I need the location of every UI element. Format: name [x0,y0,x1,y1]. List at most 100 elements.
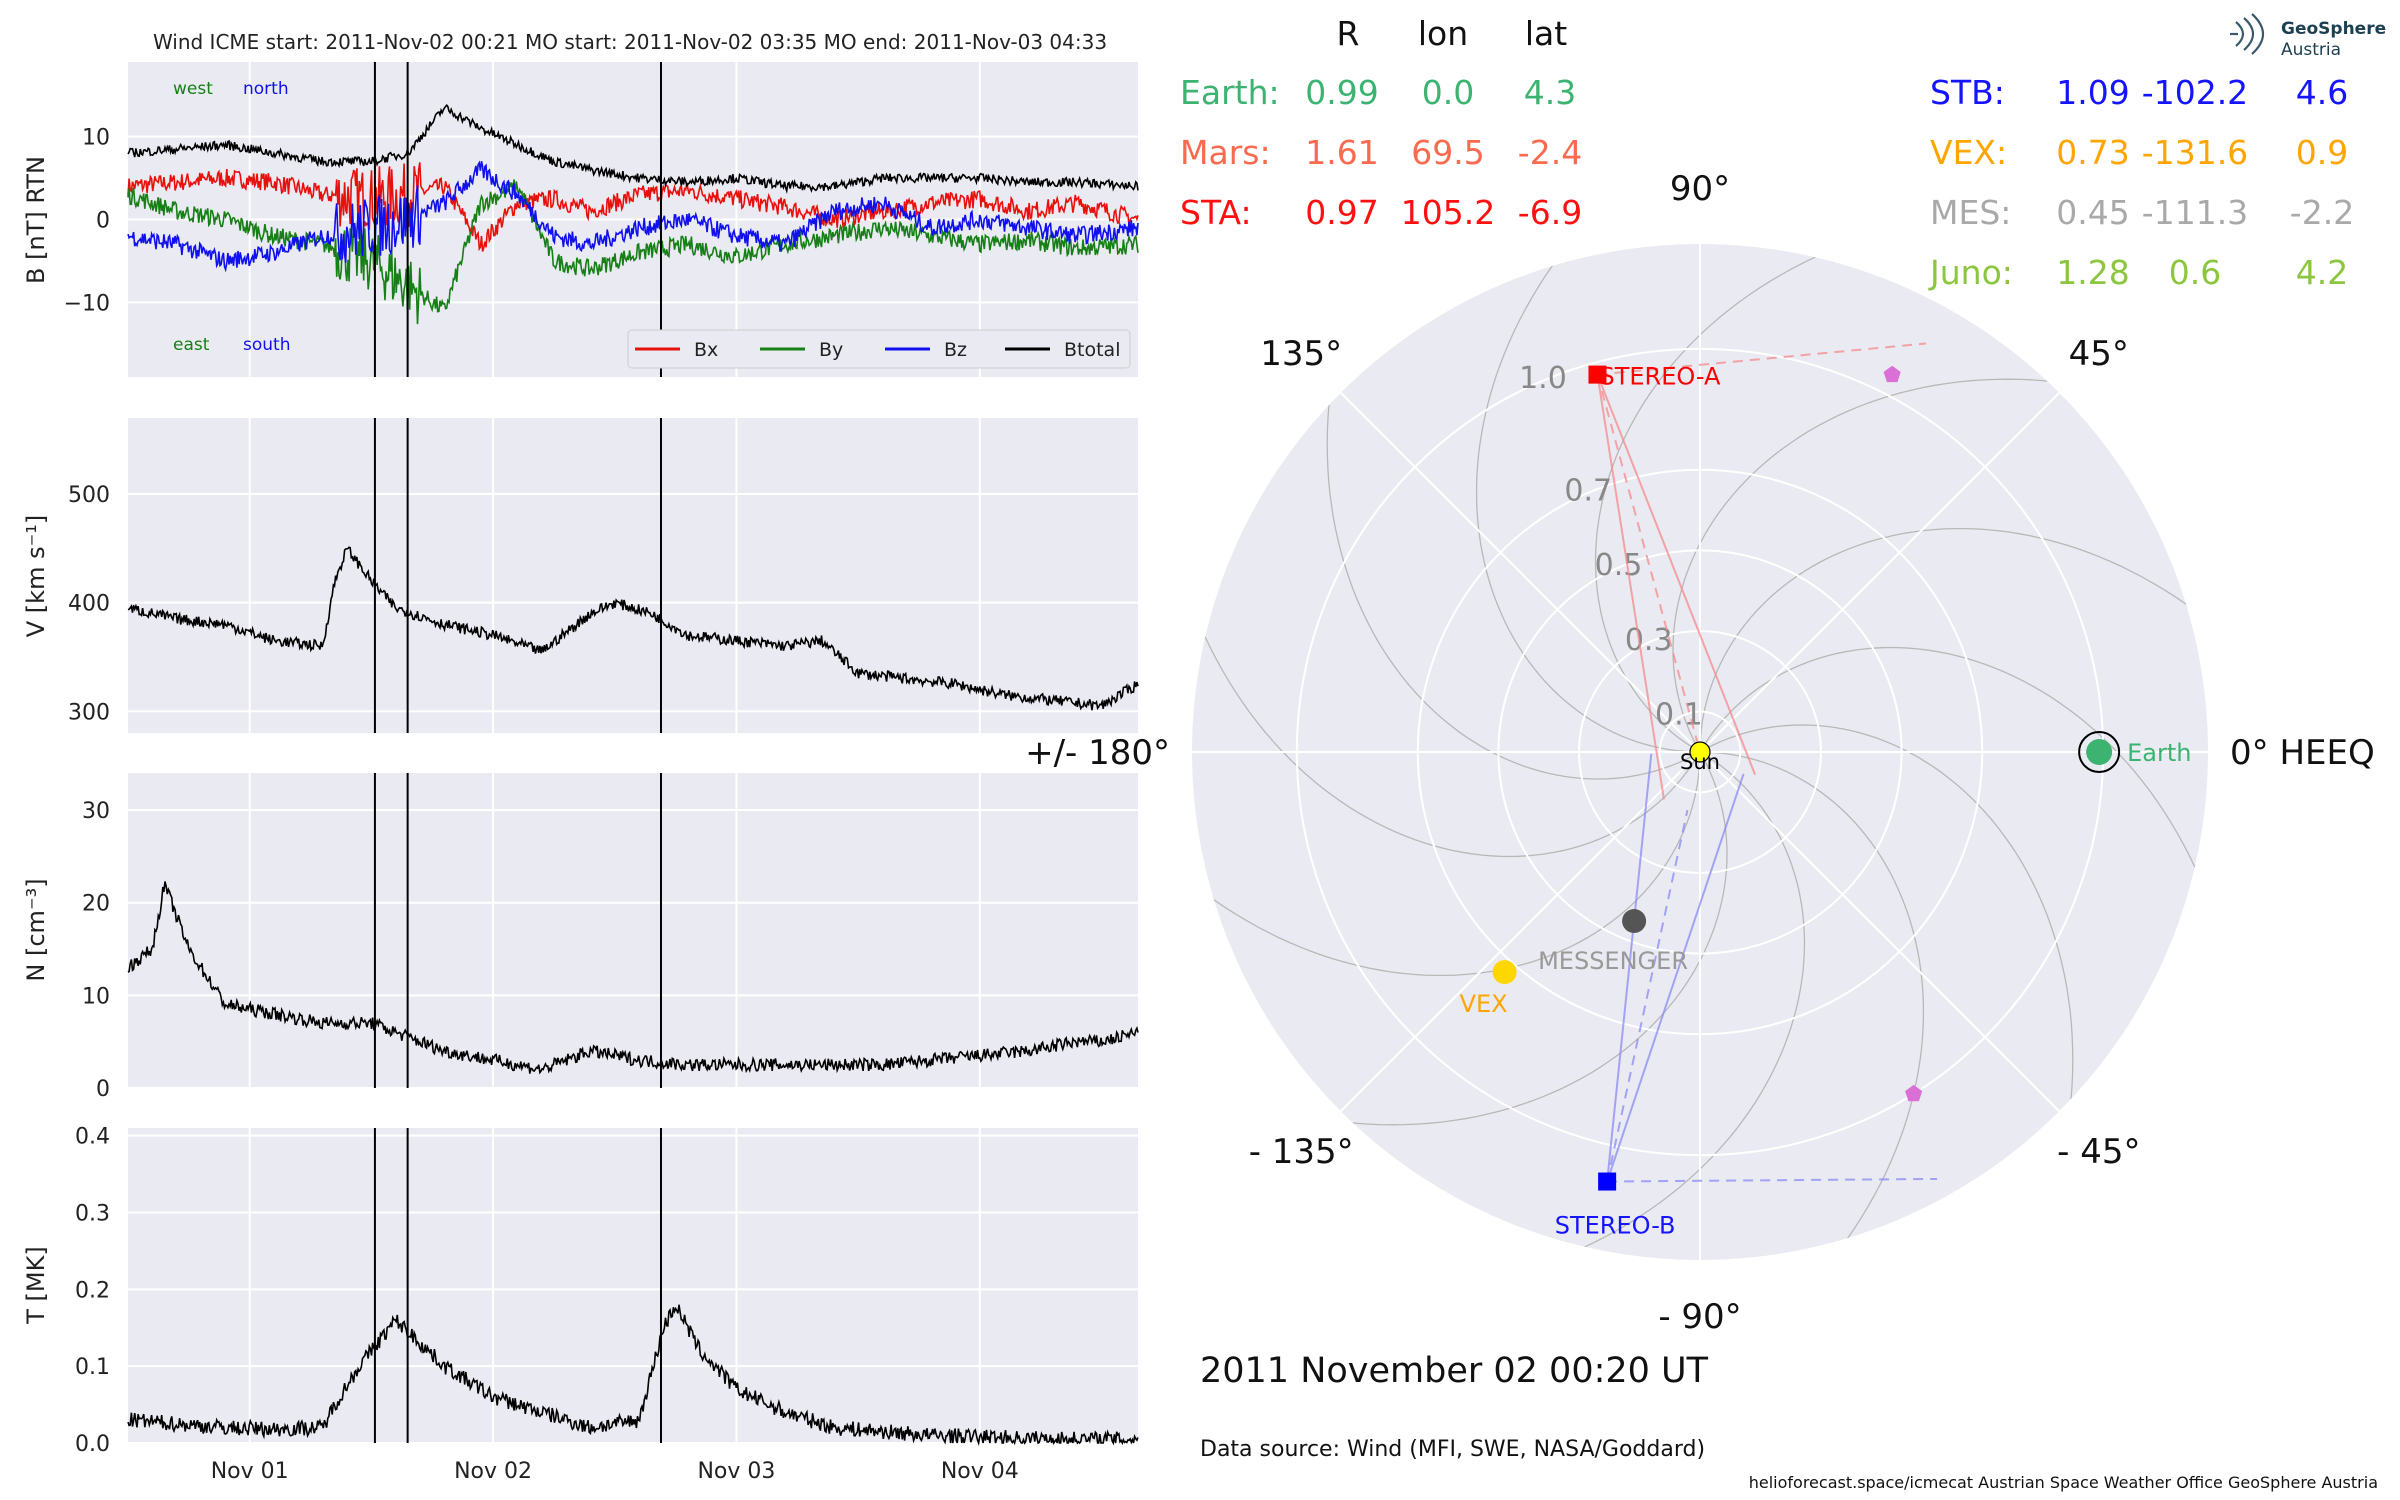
ytick-label: 0 [96,1077,110,1102]
series-t [127,1304,1139,1447]
radial-tick-label: 0.5 [1595,548,1643,583]
chart-title: Wind ICME start: 2011-Nov-02 00:21 MO st… [153,30,1107,54]
fov-line [1606,773,1745,1182]
geosphere-logo: GeoSphere Austria [2230,13,2386,60]
xtick-label: Nov 02 [454,1459,532,1484]
angular-grid-line [1699,392,2060,753]
label-sun: Sun [1680,750,1720,774]
angle-label: - 90° [1658,1297,1741,1337]
table-cell: Mars: [1180,133,1271,172]
xtick-label: Nov 03 [697,1459,775,1484]
panel-background [128,1128,1138,1443]
ytick-label: 20 [82,892,110,917]
fov-line [1596,374,1757,776]
annotation-east: east [173,335,210,355]
table-cell: Earth: [1180,73,1280,112]
marker-sun [1689,741,1711,763]
marker-ring-earth [2078,731,2121,773]
annotation-north: north [243,79,289,99]
panel-speed: 500 400 300 V [km s⁻¹] [22,418,1139,733]
marker-psp-2 [1905,1084,1923,1102]
ytick-label: 0 [96,209,110,234]
ylabel-bfield: B [nT] RTN [22,156,50,284]
table-cell: -102.2 [2142,73,2248,112]
table-cell: STA: [1180,193,1252,232]
ylabel-density: N [cm⁻³] [22,878,50,981]
date-label: 2011 November 02 00:20 UT [1200,1351,1709,1391]
table-cell: -131.6 [2142,133,2248,172]
panel-density: 30 20 10 0 N [cm⁻³] [22,773,1139,1102]
ytick-label: 10 [82,126,110,151]
table-cell: 0.99 [1305,73,1378,112]
panel-polar: 1.0 0.7 0.5 0.3 0.1 90° 45° 0° HEEQ - 45° - 90° -… [1025,169,2375,1337]
panel-magnetic-field: 100−10 B [nT] RTN west north east south … [22,62,1139,377]
marker-vex [1492,960,1517,985]
label-stereo-b: STEREO-B [1555,1212,1676,1240]
marker-earth [2086,739,2113,765]
table-cell: 0.0 [1422,73,1474,112]
table-cell: 0.9 [2296,133,2348,172]
angular-grid-line [1699,751,2060,1112]
angle-label: 0° HEEQ [2230,733,2375,773]
marker-psp-1 [1883,365,1901,383]
logo-mark-icon [2230,13,2265,55]
annotation-west: west [173,79,213,99]
fov-line [1597,342,1927,376]
ytick-label: 500 [68,483,110,508]
fov-line [1596,374,1699,742]
table-cell: Juno: [1928,253,2013,292]
table-cell: 4.2 [2296,253,2348,292]
table-cell: STB: [1930,73,2005,112]
header-R: R [1337,14,1360,53]
table-cell: 0.45 [2056,193,2129,232]
table-cell: 1.61 [1305,133,1378,172]
radial-tick-label: 0.7 [1564,473,1612,508]
fov-line [1606,809,1689,1182]
table-cell: -6.9 [1518,193,1582,232]
annotation-south: south [243,335,290,355]
series-btotal [127,103,1139,194]
footer: helioforecast.space/icmecat Austrian Spa… [1749,1473,2378,1492]
angle-label: 90° [1670,169,1730,209]
marker-stereo-a [1588,365,1607,384]
label-vex: VEX [1460,990,1508,1018]
table-cell: -111.3 [2142,193,2248,232]
panel-background [128,773,1138,1088]
angle-label: 45° [2069,334,2129,374]
legend: Bx By Bz Btotal [627,329,1131,369]
legend-label-btotal: Btotal [1064,339,1120,361]
header-lon: lon [1418,14,1468,53]
table-cell: 105.2 [1401,193,1495,232]
angular-grid-line [1340,751,1701,1112]
table-cell: 1.28 [2056,253,2129,292]
legend-label-bx: Bx [694,339,718,361]
logo-text-line1: GeoSphere [2281,19,2386,39]
angle-label: 135° [1260,334,1342,374]
series-bz [127,160,1139,273]
legend-label-bz: Bz [944,339,967,361]
ytick-label: −10 [64,291,110,316]
table-cell: VEX: [1930,133,2007,172]
ytick-label: 0.3 [75,1202,110,1227]
table-cell: 0.6 [2169,253,2221,292]
fov-line [1607,1177,1938,1183]
series-bx [127,162,1139,252]
xtick-label: Nov 04 [941,1459,1019,1484]
table-cell: 0.73 [2056,133,2129,172]
table-cell: -2.2 [2290,193,2354,232]
ytick-label: 300 [68,700,110,725]
label-messenger: MESSENGER [1538,947,1688,975]
table-cell: MES: [1930,193,2011,232]
fov-line [1596,374,1665,800]
ytick-label: 10 [82,984,110,1009]
logo-text-line2: Austria [2281,40,2341,60]
ytick-label: 0.0 [75,1432,110,1457]
series-n [127,881,1139,1075]
angle-label: - 135° [1249,1132,1354,1172]
ylabel-temperature: T [MK] [22,1246,50,1324]
series-v [127,546,1139,711]
marker-stereo-b [1598,1172,1617,1191]
table-cell: 0.97 [1305,193,1378,232]
